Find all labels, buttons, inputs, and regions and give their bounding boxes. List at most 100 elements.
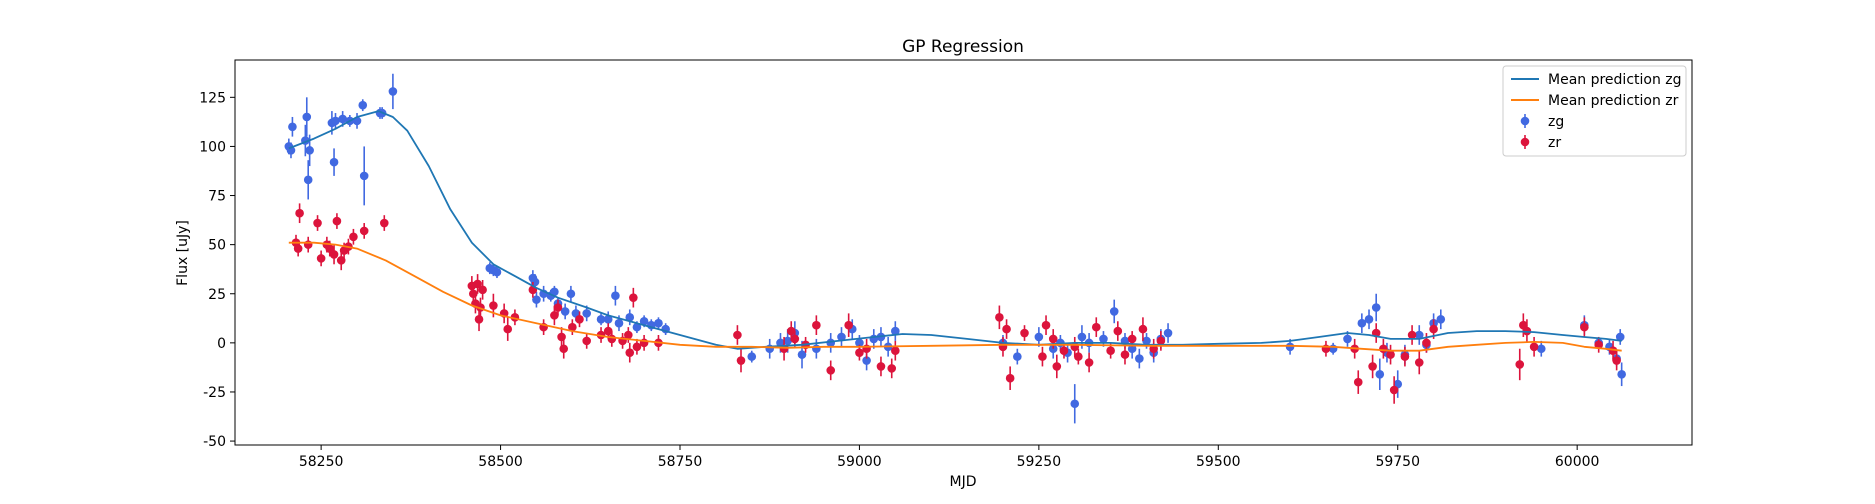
data-point-zg (632, 322, 642, 332)
data-point-zr (575, 314, 584, 324)
series-zr (291, 203, 1621, 404)
x-tick-label: 59750 (1375, 454, 1420, 470)
data-point-zr (1422, 338, 1431, 348)
data-point-zr (468, 289, 478, 299)
plot-frame (234, 59, 1693, 446)
x-axis-title: MJD (950, 474, 977, 490)
data-point-zg (1013, 352, 1022, 361)
data-point-zg (532, 295, 541, 304)
data-point-zg (550, 287, 559, 297)
data-point-zr (1429, 324, 1438, 334)
data-point-zr (1529, 342, 1539, 352)
data-point-zr (325, 244, 335, 253)
legend-box (1502, 65, 1687, 157)
x-tick-label: 58500 (478, 454, 523, 470)
y-tick-label: 25 (208, 287, 226, 303)
data-point-zr (1368, 362, 1377, 371)
data-point-zr (876, 362, 886, 371)
mean-line-zg (288, 110, 1622, 350)
data-point-zg (358, 100, 368, 110)
data-point-zr (313, 218, 322, 228)
data-point-zg (603, 314, 613, 324)
data-point-zg (797, 350, 807, 359)
data-point-zr (1074, 352, 1083, 361)
data-point-zr (329, 250, 339, 259)
data-point-zr (887, 364, 897, 373)
data-point-zg (1285, 342, 1295, 352)
data-point-zr (607, 334, 617, 344)
data-point-zr (473, 279, 482, 289)
data-point-zr (1120, 350, 1130, 359)
data-point-zg (1109, 307, 1119, 316)
y-tick-label: 0 (217, 336, 226, 352)
data-point-zg (855, 338, 864, 348)
data-point-zr (379, 218, 389, 228)
data-point-zg (654, 318, 663, 328)
y-tick-label: 100 (199, 139, 226, 155)
data-point-zr (1386, 350, 1395, 359)
legend-point-swatch (1520, 116, 1530, 126)
data-point-zr (1594, 340, 1603, 350)
data-point-zr (862, 344, 871, 354)
data-point-zg (1364, 314, 1374, 324)
data-point-zg (614, 318, 624, 328)
data-point-zg (305, 146, 314, 155)
data-point-zg (388, 87, 398, 96)
data-point-zg (1077, 332, 1087, 342)
data-point-zr (1048, 334, 1058, 344)
data-point-zg (331, 116, 340, 126)
legend: Mean prediction zg Mean prediction zr zg zr (1502, 65, 1687, 157)
data-point-zr (349, 232, 358, 242)
data-point-zg (783, 336, 792, 346)
data-point-zr (1353, 377, 1363, 387)
data-point-zr (316, 254, 326, 263)
data-point-zr (1020, 328, 1029, 338)
data-point-zr (474, 314, 484, 324)
legend-label: zg (1548, 114, 1564, 130)
data-point-zr (1515, 360, 1525, 369)
data-point-zr (359, 226, 369, 236)
data-point-zg (1357, 318, 1367, 328)
data-point-zg (338, 114, 347, 124)
data-point-zr (582, 336, 591, 346)
data-point-zg (1099, 334, 1108, 344)
x-tick-label: 59000 (837, 454, 882, 470)
data-point-zg (862, 356, 871, 365)
data-point-zr (557, 332, 566, 342)
data-point-zg (1436, 314, 1446, 324)
data-point-zg (329, 157, 339, 167)
data-point-zr (1052, 362, 1062, 371)
data-point-zr (812, 320, 821, 330)
data-point-zr (826, 366, 836, 375)
data-point-zr (625, 348, 635, 357)
plot-marks (284, 73, 1626, 424)
data-point-zg (812, 344, 821, 354)
data-point-zg (1414, 330, 1424, 340)
data-point-zr (1156, 336, 1166, 346)
legend-label: Mean prediction zr (1548, 93, 1679, 109)
data-point-zr (1059, 346, 1069, 356)
data-point-zr (568, 322, 577, 332)
x-tick-label: 60000 (1555, 454, 1600, 470)
data-point-zr (891, 346, 900, 356)
y-tick-label: 125 (199, 90, 226, 106)
y-axis-title: Flux [uJy] (175, 220, 191, 286)
data-point-zr (1106, 346, 1115, 356)
data-point-zg (582, 309, 591, 318)
data-point-zg (1034, 332, 1044, 342)
data-point-zg (891, 326, 900, 336)
data-point-zr (603, 326, 613, 336)
data-point-zr (1379, 344, 1388, 354)
data-point-zg (596, 314, 606, 324)
axes: 58250 58500 58750 59000 59250 59500 59750 60000… (199, 90, 1599, 470)
data-point-zg (566, 289, 576, 299)
x-tick-label: 58250 (299, 454, 344, 470)
data-point-zr (1127, 334, 1137, 344)
data-point-zr (736, 356, 746, 365)
data-point-zr (1041, 320, 1051, 330)
data-point-zg (1070, 399, 1080, 409)
data-point-zr (844, 320, 853, 330)
data-point-zg (1617, 369, 1626, 379)
